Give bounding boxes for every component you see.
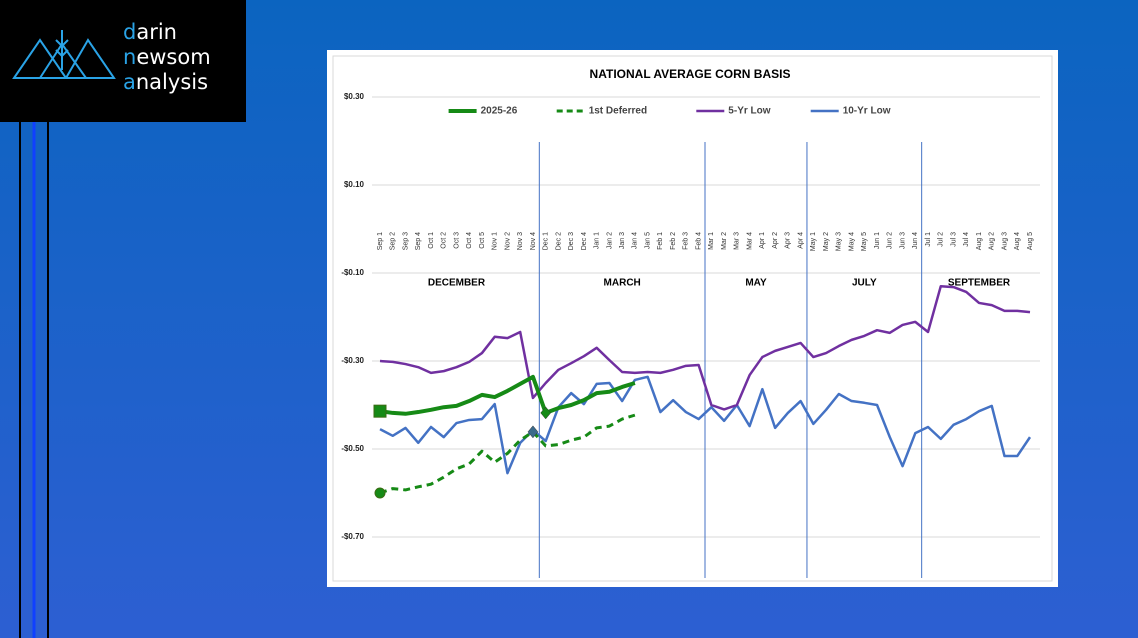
- highlight-marker: [527, 425, 539, 439]
- x-tick-label: Jul 4: [963, 232, 970, 247]
- x-tick-label: Feb 2: [670, 232, 677, 250]
- x-tick-label: Dec 2: [555, 232, 562, 250]
- x-tick-label: May 5: [861, 232, 868, 251]
- legend-label: 2025-26: [481, 106, 518, 117]
- legend-label: 10-Yr Low: [843, 106, 891, 117]
- x-tick-label: Dec 4: [581, 232, 588, 250]
- x-tick-label: Jul 2: [938, 232, 945, 247]
- x-tick-label: Apr 4: [797, 232, 804, 249]
- highlight-marker: [540, 406, 552, 420]
- x-tick-label: May 2: [823, 232, 830, 251]
- x-tick-label: Aug 4: [1014, 232, 1021, 250]
- x-tick-label: Jun 3: [899, 232, 906, 249]
- chart-panel: [327, 50, 1058, 587]
- x-tick-label: Oct 5: [479, 232, 486, 249]
- x-tick-label: Nov 1: [492, 232, 499, 250]
- x-tick-label: Jan 1: [594, 232, 601, 249]
- x-tick-label: Jan 5: [644, 232, 651, 249]
- logo-text: analysis: [123, 70, 209, 94]
- period-label: MAY: [745, 278, 767, 289]
- x-tick-label: Mar 2: [721, 232, 728, 250]
- x-tick-label: Sep 2: [390, 232, 397, 250]
- period-label: DECEMBER: [428, 278, 486, 289]
- x-tick-label: Feb 1: [657, 232, 664, 250]
- x-tick-label: Nov 2: [504, 232, 511, 250]
- series-line: [379, 374, 636, 416]
- x-tick-label: Mar 1: [708, 232, 715, 250]
- y-tick-label: -$0.30: [341, 356, 364, 365]
- x-tick-label: Jan 2: [606, 232, 613, 249]
- x-tick-label: Jan 4: [632, 232, 639, 249]
- y-tick-label: -$0.10: [341, 268, 364, 277]
- x-tick-label: Apr 2: [772, 232, 779, 249]
- x-tick-label: Sep 4: [415, 232, 422, 250]
- legend-label: 1st Deferred: [589, 106, 647, 117]
- logo-text: darin: [123, 20, 177, 44]
- x-tick-label: Dec 1: [543, 232, 550, 250]
- x-tick-label: Aug 5: [1027, 232, 1034, 250]
- y-tick-label: $0.30: [344, 92, 365, 101]
- start-marker: [374, 487, 386, 499]
- period-label: MARCH: [604, 278, 641, 289]
- x-tick-label: Oct 2: [441, 232, 448, 249]
- x-tick-label: Apr 3: [785, 232, 792, 249]
- x-tick-label: Mar 4: [746, 232, 753, 250]
- x-tick-label: May 4: [848, 232, 855, 251]
- x-tick-label: Oct 1: [428, 232, 435, 249]
- x-tick-label: Jul 3: [950, 232, 957, 247]
- logo-icon: [12, 30, 116, 79]
- x-tick-label: Nov 3: [517, 232, 524, 250]
- x-tick-label: Aug 3: [1001, 232, 1008, 250]
- y-tick-label: -$0.50: [341, 444, 364, 453]
- x-tick-label: May 3: [836, 232, 843, 251]
- logo-box: [0, 0, 246, 122]
- x-tick-label: Oct 4: [466, 232, 473, 249]
- x-tick-label: Aug 1: [976, 232, 983, 250]
- x-tick-label: Oct 3: [453, 232, 460, 249]
- legend-label: 5-Yr Low: [728, 106, 770, 117]
- series-line: [379, 284, 1031, 411]
- x-tick-label: Aug 2: [989, 232, 996, 250]
- y-tick-label: -$0.70: [341, 532, 364, 541]
- y-tick-label: $0.10: [344, 180, 365, 189]
- x-tick-label: Jun 2: [887, 232, 894, 249]
- period-label: SEPTEMBER: [948, 278, 1011, 289]
- x-tick-label: Mar 3: [734, 232, 741, 250]
- x-tick-label: Jul 1: [925, 232, 932, 247]
- x-tick-label: Jun 1: [874, 232, 881, 249]
- x-tick-label: Feb 3: [683, 232, 690, 250]
- x-tick-label: Feb 4: [695, 232, 702, 250]
- x-tick-label: May 1: [810, 232, 817, 251]
- plot-border: [332, 55, 1053, 582]
- x-tick-label: Apr 1: [759, 232, 766, 249]
- x-tick-label: Jan 3: [619, 232, 626, 249]
- x-tick-label: Nov 4: [530, 232, 537, 250]
- chart-title: NATIONAL AVERAGE CORN BASIS: [590, 67, 791, 81]
- x-tick-label: Sep 3: [402, 232, 409, 250]
- series-line: [379, 413, 636, 495]
- series-line: [379, 375, 1032, 475]
- x-tick-label: Sep 1: [377, 232, 384, 250]
- x-tick-label: Jun 4: [912, 232, 919, 249]
- start-marker: [373, 404, 387, 418]
- period-label: JULY: [852, 278, 877, 289]
- x-tick-label: Dec 3: [568, 232, 575, 250]
- logo-text: newsom: [123, 45, 211, 69]
